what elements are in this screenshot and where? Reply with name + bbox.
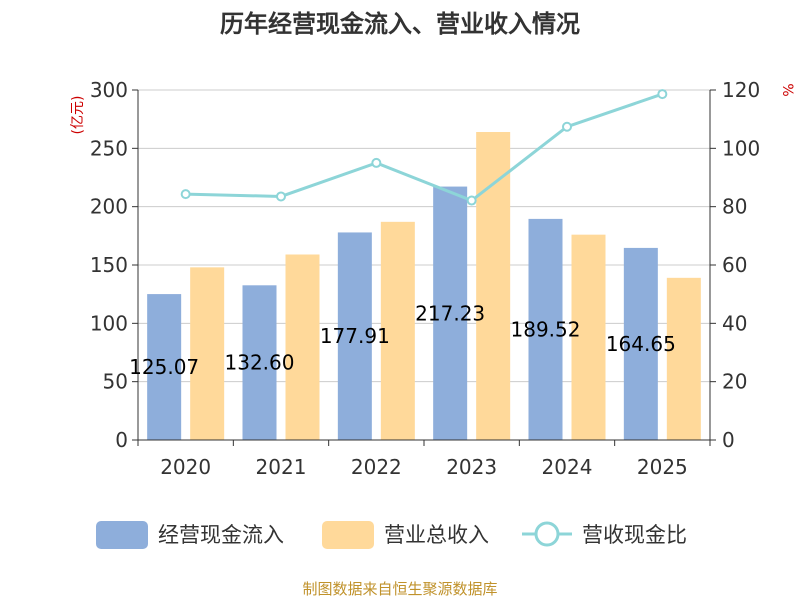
right-tick-label: 100 <box>722 136 760 160</box>
bar-revenue <box>571 234 606 440</box>
ratio-point <box>562 121 572 132</box>
x-tick-label: 2021 <box>256 455 307 479</box>
x-tick-label: 2024 <box>542 455 593 479</box>
bar-value-label: 189.52 <box>511 317 581 341</box>
x-tick-label: 2023 <box>446 455 497 479</box>
left-tick-label: 0 <box>115 428 128 452</box>
bar-cash-inflow <box>528 218 563 440</box>
legend-label: 经营现金流入 <box>158 523 284 547</box>
left-tick-label: 200 <box>90 195 128 219</box>
left-axis-unit: (亿元) <box>70 96 86 135</box>
bar-cash-inflow <box>242 285 277 440</box>
left-tick-label: 100 <box>90 311 128 335</box>
ratio-line-path <box>185 92 663 203</box>
axes: 0 50 100 150 200 250 300 0 20 40 60 80 100 120 2020 202… <box>90 78 760 479</box>
right-tick-label: 60 <box>722 253 747 277</box>
x-tick-label: 2020 <box>160 455 211 479</box>
bar-labels: 125.07 132.60 177.91 217.23 189.52 164.65 <box>129 301 676 379</box>
left-tick-label: 300 <box>90 78 128 102</box>
gridlines <box>138 89 710 383</box>
bar-cash-inflow <box>337 232 372 440</box>
bar-value-label: 164.65 <box>606 332 676 356</box>
left-tick-label: 50 <box>103 370 128 394</box>
left-tick-label: 250 <box>90 136 128 160</box>
bar-cash-inflow <box>147 294 182 440</box>
legend-swatch <box>96 521 148 549</box>
bar-value-label: 132.60 <box>225 351 295 375</box>
legend-label: 营业总收入 <box>384 523 489 547</box>
legend-label: 营收现金比 <box>582 523 687 547</box>
bar-value-label: 177.91 <box>320 324 390 348</box>
right-axis-unit: % <box>779 83 795 96</box>
x-tick-label: 2022 <box>351 455 402 479</box>
ratio-point <box>657 89 668 100</box>
chart-title: 历年经营现金流入、营业收入情况 <box>220 10 580 38</box>
left-tick-label: 150 <box>90 253 128 277</box>
ratio-point <box>466 195 477 206</box>
bar-revenue <box>285 254 320 440</box>
bars <box>147 132 701 440</box>
bar-revenue <box>190 267 225 440</box>
source-note: 制图数据来自恒生聚源数据库 <box>302 580 497 598</box>
x-tick-label: 2025 <box>637 455 688 479</box>
right-tick-label: 20 <box>722 370 747 394</box>
ratio-line <box>180 89 668 206</box>
right-tick-label: 80 <box>722 195 747 219</box>
legend: 经营现金流入 营业总收入 营收现金比 <box>96 521 687 549</box>
ratio-point <box>276 191 286 202</box>
bar-revenue <box>666 277 701 440</box>
bar-value-label: 217.23 <box>415 301 485 325</box>
right-tick-label: 120 <box>722 78 760 102</box>
ratio-point <box>180 189 191 200</box>
bar-cash-inflow <box>433 186 468 440</box>
ratio-point <box>371 157 382 168</box>
legend-swatch <box>322 521 374 549</box>
legend-line-marker <box>534 521 560 547</box>
bar-revenue <box>476 132 511 440</box>
right-tick-label: 40 <box>722 311 747 335</box>
right-tick-label: 0 <box>722 428 735 452</box>
bar-value-label: 125.07 <box>129 355 199 379</box>
bar-revenue <box>380 221 415 440</box>
bar-cash-inflow <box>623 247 658 440</box>
